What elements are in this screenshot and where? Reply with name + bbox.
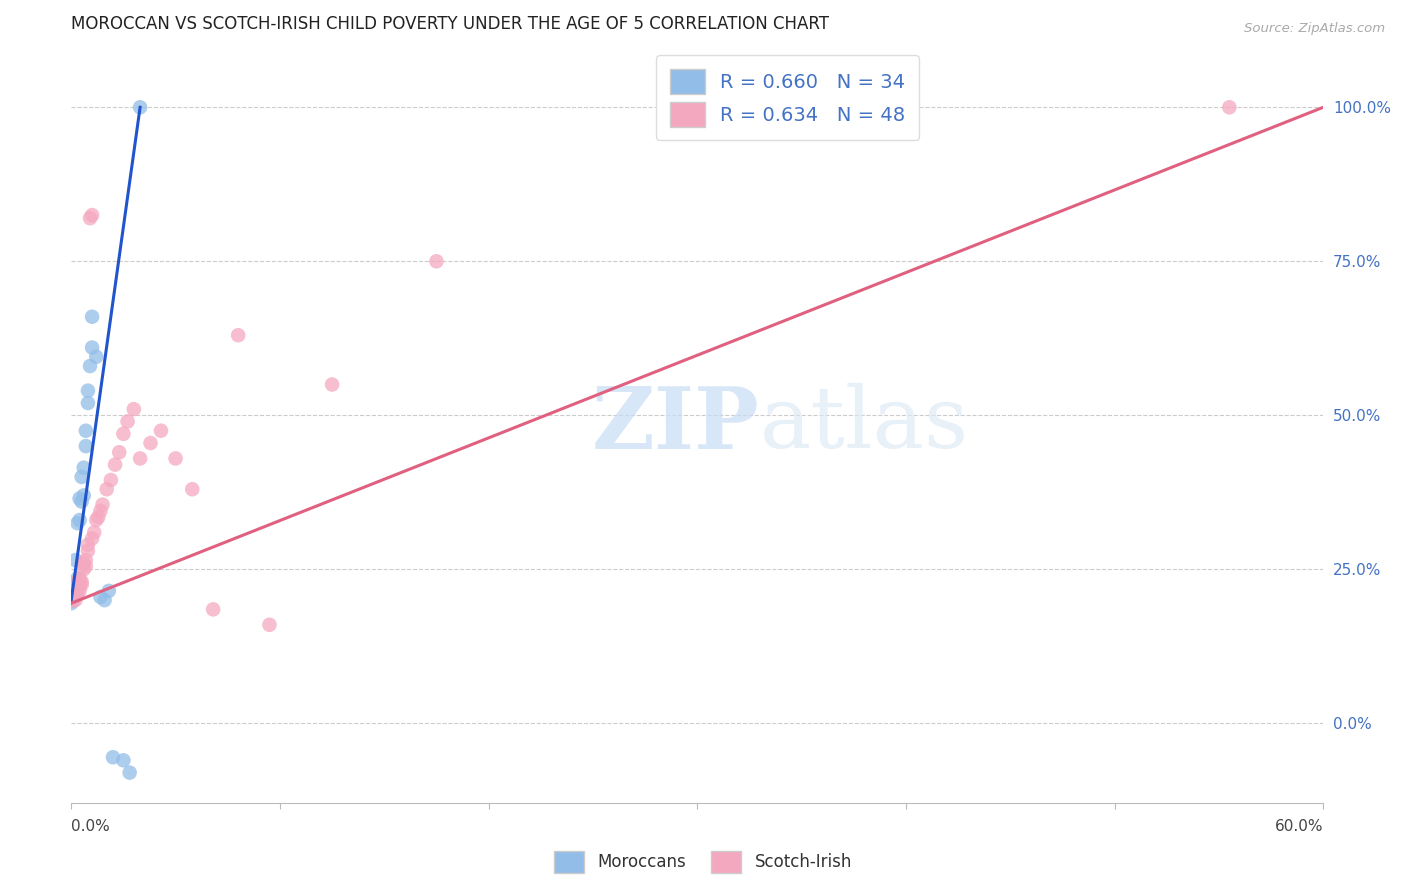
Point (69, 583, 91, 598)
Point (77, 384, 100, 398)
Text: Source: ZipAtlas.com: Source: ZipAtlas.com (1244, 22, 1385, 36)
Text: atlas: atlas (759, 383, 969, 467)
Point (89, 590, 111, 604)
Point (82, 341, 104, 355)
Point (112, 426, 135, 441)
Point (62, 593, 84, 607)
Point (69, 572, 91, 586)
Point (1218, 100, 1240, 114)
Point (60, 583, 83, 598)
Legend: R = 0.660   N = 34, R = 0.634   N = 48: R = 0.660 N = 34, R = 0.634 N = 48 (657, 55, 920, 140)
Point (84, 350, 107, 364)
Point (181, 482, 204, 496)
Point (66, 587, 89, 601)
Point (82, 310, 104, 324)
Point (60, 596, 83, 610)
Point (83, 525, 105, 540)
Point (425, 254, 447, 268)
Point (100, 473, 122, 487)
Point (75, 424, 97, 438)
Point (65, 593, 87, 607)
Point (165, 451, 187, 466)
Point (70, 578, 93, 592)
Point (69, 513, 91, 527)
Point (62, 578, 84, 592)
Point (66, 574, 89, 589)
Point (60, 590, 83, 604)
Text: ZIP: ZIP (592, 383, 759, 467)
Point (77, 538, 100, 552)
Point (139, 436, 162, 450)
Text: MOROCCAN VS SCOTCH-IRISH CHILD POVERTY UNDER THE AGE OF 5 CORRELATION CHART: MOROCCAN VS SCOTCH-IRISH CHILD POVERTY U… (72, 15, 830, 33)
Point (91, 498, 114, 512)
Point (82, 208, 104, 222)
Point (66, 572, 89, 586)
Legend: Moroccans, Scotch-Irish: Moroccans, Scotch-Irish (547, 845, 859, 880)
Point (65, 583, 87, 598)
Point (75, 559, 97, 574)
Point (62, 583, 84, 598)
Point (62, 578, 84, 592)
Point (104, 458, 127, 472)
Point (60, 590, 83, 604)
Point (75, 553, 97, 567)
Point (112, 753, 135, 767)
Point (259, 617, 281, 632)
Point (65, 587, 87, 601)
Point (117, 415, 139, 429)
Point (118, 765, 141, 780)
Point (69, 491, 91, 506)
Point (69, 578, 91, 592)
Point (73, 460, 96, 475)
Point (73, 488, 96, 502)
Point (65, 583, 87, 598)
Text: 60.0%: 60.0% (1275, 819, 1323, 834)
Point (97, 583, 120, 598)
Point (66, 581, 89, 595)
Point (321, 377, 343, 392)
Point (129, 451, 152, 466)
Point (65, 553, 87, 567)
Point (93, 593, 115, 607)
Point (122, 402, 145, 417)
Point (108, 445, 131, 459)
Point (70, 574, 93, 589)
Point (96, 482, 118, 496)
Point (77, 544, 100, 558)
Point (62, 583, 84, 598)
Text: 0.0%: 0.0% (72, 819, 110, 834)
Point (87, 510, 110, 524)
Point (226, 328, 249, 343)
Point (70, 470, 93, 484)
Point (89, 504, 111, 518)
Point (73, 562, 96, 576)
Point (65, 578, 87, 592)
Point (149, 424, 172, 438)
Point (62, 587, 84, 601)
Point (70, 494, 93, 508)
Point (79, 211, 101, 226)
Point (82, 532, 104, 546)
Point (79, 359, 101, 373)
Point (101, 750, 124, 764)
Point (62, 593, 84, 607)
Point (84, 513, 107, 527)
Point (202, 602, 225, 616)
Point (65, 578, 87, 592)
Point (62, 583, 84, 598)
Point (73, 556, 96, 570)
Point (77, 396, 100, 410)
Point (75, 439, 97, 453)
Point (66, 516, 89, 530)
Point (129, 100, 152, 114)
